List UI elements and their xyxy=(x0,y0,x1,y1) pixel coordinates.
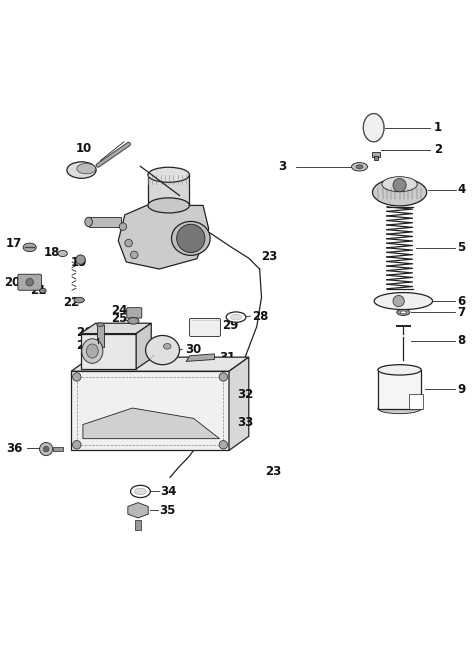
Text: 35: 35 xyxy=(159,504,176,517)
Bar xyxy=(97,325,104,347)
Ellipse shape xyxy=(86,344,98,358)
Text: 31: 31 xyxy=(219,351,236,364)
Ellipse shape xyxy=(230,314,242,320)
Text: 7: 7 xyxy=(457,306,465,319)
Bar xyxy=(53,447,63,452)
Bar xyxy=(148,174,190,206)
Ellipse shape xyxy=(378,364,421,375)
Ellipse shape xyxy=(58,251,67,257)
Ellipse shape xyxy=(74,297,84,303)
Polygon shape xyxy=(374,293,433,310)
Text: 26: 26 xyxy=(76,326,92,339)
Bar xyxy=(410,394,423,409)
Text: 32: 32 xyxy=(237,389,253,401)
Ellipse shape xyxy=(397,310,410,316)
Bar xyxy=(81,334,136,369)
Polygon shape xyxy=(229,357,249,450)
Ellipse shape xyxy=(172,222,210,255)
FancyBboxPatch shape xyxy=(190,318,220,336)
Ellipse shape xyxy=(128,318,139,324)
Circle shape xyxy=(43,446,49,452)
Ellipse shape xyxy=(23,243,36,252)
Polygon shape xyxy=(118,206,209,269)
Circle shape xyxy=(39,442,53,456)
Polygon shape xyxy=(71,357,249,371)
FancyBboxPatch shape xyxy=(127,308,142,318)
Text: 1: 1 xyxy=(434,121,442,134)
Text: 4: 4 xyxy=(457,184,466,196)
Circle shape xyxy=(73,441,81,449)
Circle shape xyxy=(125,239,132,247)
Ellipse shape xyxy=(356,165,363,169)
Text: 19: 19 xyxy=(71,256,88,269)
Text: 34: 34 xyxy=(161,485,177,498)
Ellipse shape xyxy=(67,162,96,178)
Polygon shape xyxy=(186,354,214,361)
Ellipse shape xyxy=(400,311,406,314)
Bar xyxy=(71,371,229,450)
Ellipse shape xyxy=(382,177,417,192)
Text: 5: 5 xyxy=(457,241,466,255)
Ellipse shape xyxy=(82,339,103,363)
Circle shape xyxy=(219,441,228,449)
Bar xyxy=(378,370,421,409)
Ellipse shape xyxy=(146,336,180,364)
Text: 2: 2 xyxy=(434,143,442,156)
Circle shape xyxy=(119,223,127,230)
Circle shape xyxy=(73,373,81,381)
Text: 30: 30 xyxy=(185,342,201,356)
Text: 8: 8 xyxy=(457,334,466,347)
Ellipse shape xyxy=(164,344,171,349)
Polygon shape xyxy=(363,113,384,142)
Ellipse shape xyxy=(148,198,190,213)
Circle shape xyxy=(393,178,406,192)
Circle shape xyxy=(177,224,205,253)
Text: 25: 25 xyxy=(111,312,127,326)
Text: 10: 10 xyxy=(76,142,92,155)
Text: 23: 23 xyxy=(265,465,282,478)
Circle shape xyxy=(130,251,138,259)
Ellipse shape xyxy=(226,312,246,322)
Circle shape xyxy=(219,373,228,381)
Ellipse shape xyxy=(352,163,367,171)
Text: 33: 33 xyxy=(237,415,253,429)
Bar xyxy=(372,151,380,157)
Text: 3: 3 xyxy=(278,160,286,174)
Circle shape xyxy=(26,279,34,286)
Text: 29: 29 xyxy=(222,319,238,332)
Text: 6: 6 xyxy=(457,295,466,308)
Ellipse shape xyxy=(130,485,150,498)
FancyBboxPatch shape xyxy=(18,274,41,290)
Text: 24: 24 xyxy=(111,304,127,317)
Circle shape xyxy=(76,255,85,265)
Polygon shape xyxy=(128,502,148,518)
Ellipse shape xyxy=(373,178,427,206)
Bar xyxy=(77,377,223,445)
Bar xyxy=(374,156,378,160)
Ellipse shape xyxy=(85,217,92,226)
Text: 21: 21 xyxy=(30,284,46,297)
Polygon shape xyxy=(81,323,151,334)
Text: 27: 27 xyxy=(76,339,92,352)
Ellipse shape xyxy=(39,288,46,293)
Ellipse shape xyxy=(94,343,102,353)
Circle shape xyxy=(393,295,404,307)
Ellipse shape xyxy=(77,163,96,174)
Polygon shape xyxy=(136,323,151,369)
Text: 9: 9 xyxy=(457,383,466,396)
Ellipse shape xyxy=(97,323,104,326)
Ellipse shape xyxy=(378,403,421,413)
Text: 28: 28 xyxy=(252,310,268,323)
Bar xyxy=(89,217,120,226)
Polygon shape xyxy=(83,408,219,439)
Text: 22: 22 xyxy=(63,295,79,308)
Text: 23: 23 xyxy=(262,251,278,263)
Bar xyxy=(135,520,141,530)
Text: 17: 17 xyxy=(6,237,22,250)
Text: 18: 18 xyxy=(44,246,60,259)
Text: 36: 36 xyxy=(6,442,22,454)
Ellipse shape xyxy=(135,488,146,494)
Text: 20: 20 xyxy=(4,276,20,289)
Ellipse shape xyxy=(148,168,190,182)
